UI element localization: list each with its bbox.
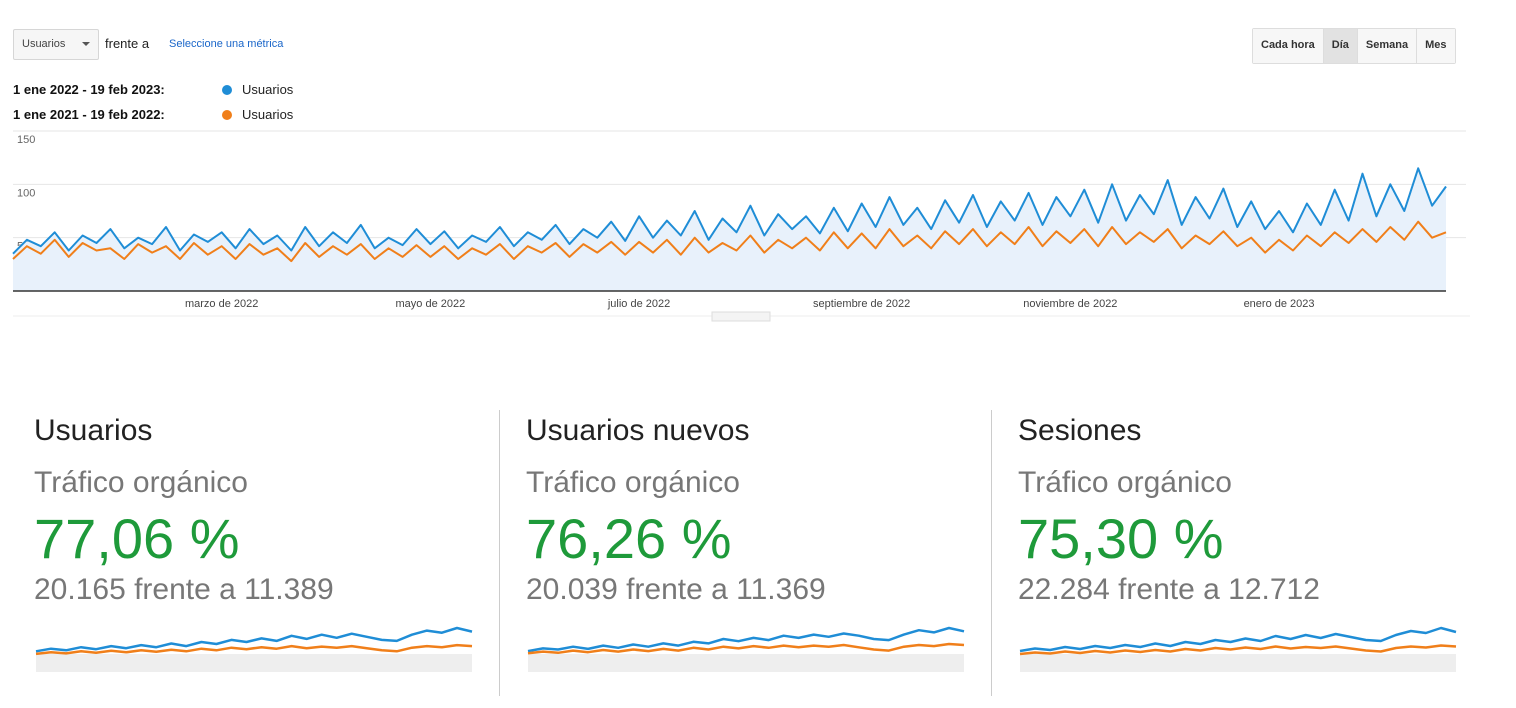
interval-buttons: Cada hora Día Semana Mes <box>1252 28 1456 64</box>
legend-dot <box>222 110 232 120</box>
series-area <box>13 168 1446 291</box>
sparkline-bg <box>1020 654 1456 672</box>
x-tick-label: julio de 2022 <box>607 298 670 310</box>
card-subtitle: Tráfico orgánico <box>34 466 248 499</box>
sparkline-bg <box>528 654 964 672</box>
compare-label: frente a <box>105 36 150 51</box>
interval-button[interactable]: Día <box>1323 29 1358 63</box>
card-comparison: 22.284 frente a 12.712 <box>1018 573 1320 606</box>
sparkline <box>527 626 965 672</box>
period-label: 1 ene 2021 - 19 feb 2022: <box>13 107 165 122</box>
x-tick-label: marzo de 2022 <box>185 298 258 310</box>
legend-name: Usuarios <box>242 107 294 122</box>
divider <box>991 410 992 696</box>
card-subtitle: Tráfico orgánico <box>526 466 740 499</box>
caret <box>82 42 90 46</box>
metric-label: Usuarios <box>22 38 66 50</box>
x-tick-label: mayo de 2022 <box>396 298 466 310</box>
legend-dot <box>222 85 232 95</box>
card-comparison: 20.165 frente a 11.389 <box>34 573 334 606</box>
sparkline-line <box>1019 644 1457 656</box>
sparkline-bg <box>36 654 472 672</box>
legend-name: Usuarios <box>242 82 294 97</box>
sparkline-line <box>35 626 473 653</box>
x-tick-label: noviembre de 2022 <box>1023 298 1117 310</box>
sparkline-line <box>527 642 965 655</box>
card-change: 77,06 % <box>34 507 240 570</box>
period-label: 1 ene 2022 - 19 feb 2023: <box>13 82 165 97</box>
card-title: Usuarios nuevos <box>526 414 750 447</box>
sparkline-line <box>1019 626 1457 653</box>
y-tick-label: 100 <box>17 187 35 199</box>
card-subtitle: Tráfico orgánico <box>1018 466 1232 499</box>
sparkline <box>35 626 473 672</box>
interval-button[interactable]: Semana <box>1357 29 1418 63</box>
metric-card: Usuarios nuevos Tráfico orgánico 76,26 % 20… <box>526 410 996 696</box>
divider <box>499 410 500 696</box>
sparkline-line <box>35 643 473 656</box>
metric-card: Sesiones Tráfico orgánico 75,30 % 22.284 fr… <box>1018 410 1488 696</box>
series-line <box>12 167 1447 255</box>
interval-button[interactable]: Cada hora <box>1253 29 1324 63</box>
select-metric-link[interactable]: Seleccione una métrica <box>169 38 284 50</box>
x-tick-label: enero de 2023 <box>1244 298 1315 310</box>
series-line <box>12 220 1447 263</box>
metric-card: Usuarios Tráfico orgánico 77,06 % 20.165 fr… <box>34 410 504 696</box>
sparkline-line <box>527 626 965 653</box>
x-tick-label: septiembre de 2022 <box>813 298 910 310</box>
sparkline <box>1019 626 1457 672</box>
card-change: 75,30 % <box>1018 507 1224 570</box>
card-title: Usuarios <box>34 414 153 447</box>
resize-handle[interactable] <box>711 311 771 322</box>
card-title: Sesiones <box>1018 414 1142 447</box>
y-tick-label: 150 <box>17 134 35 146</box>
card-comparison: 20.039 frente a 11.369 <box>526 573 826 606</box>
metric-dropdown[interactable]: Usuarios <box>13 29 99 60</box>
card-change: 76,26 % <box>526 507 732 570</box>
interval-button[interactable]: Mes <box>1417 29 1455 63</box>
